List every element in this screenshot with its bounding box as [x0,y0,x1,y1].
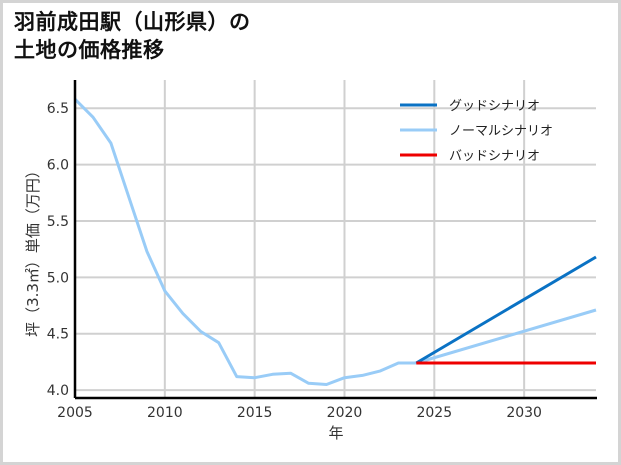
series-line [415,255,597,365]
legend-label: バッドシナリオ [449,149,540,164]
x-tick-label: 2015 [237,405,273,421]
series-lines [73,98,597,386]
y-tick-label: 6.5 [47,101,69,117]
chart-title: 羽前成田駅（山形県）の 土地の価格推移 [14,8,251,64]
x-tick-label: 2020 [327,405,363,421]
x-tick-label: 2005 [57,405,93,421]
x-tick-label: 2030 [506,405,542,421]
x-tick-label: 2025 [416,405,452,421]
y-tick-label: 4.0 [47,383,69,399]
series-line [73,98,597,386]
y-tick-label: 6.0 [47,158,69,174]
legend-label: グッドシナリオ [449,99,540,114]
y-tick-label: 5.0 [47,270,69,286]
y-tick-label: 5.5 [47,214,69,230]
legend-label: ノーマルシナリオ [449,124,553,139]
x-axis-label: 年 [328,424,343,442]
x-tick-label: 2010 [147,405,183,421]
tick-labels: 2005 2010 2015 2020 2025 2030 4.0 4.5 5.0 5.5 6.0 6… [47,101,542,421]
chart-title-line-2: 土地の価格推移 [14,38,165,62]
y-axis-label: 坪（3.3㎡）単価（万円） [24,163,42,337]
y-tick-label: 4.5 [47,327,69,343]
chart-title-line-1: 羽前成田駅（山形県）の [14,10,251,34]
